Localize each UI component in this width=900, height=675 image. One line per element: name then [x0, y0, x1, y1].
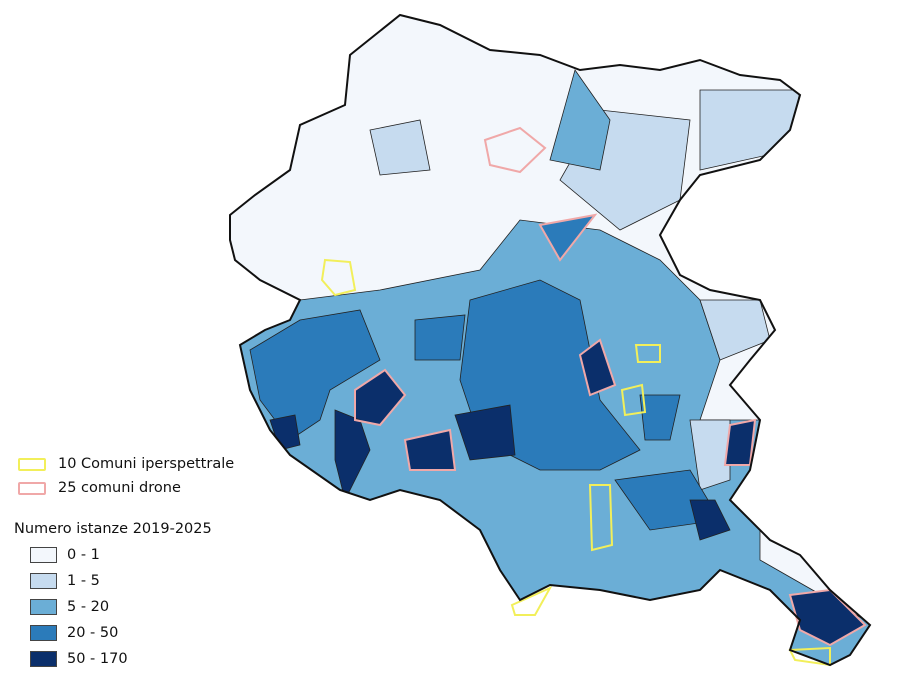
class-1-5-area — [699, 89, 801, 171]
legend-swatch — [18, 457, 46, 471]
legend: 10 Comuni iperspettrale 25 comuni drone … — [14, 452, 234, 672]
legend-label: 25 comuni drone — [58, 480, 181, 496]
class-20-50-area — [414, 314, 466, 361]
drone-comune — [538, 213, 598, 262]
legend-label: 0 - 1 — [67, 547, 100, 563]
legend-swatch — [30, 599, 57, 615]
drone-comune — [354, 368, 407, 427]
legend-swatch — [30, 651, 57, 667]
legend-swatch — [30, 573, 57, 589]
class-20-50-area — [249, 309, 381, 441]
legend-label: 1 - 5 — [67, 573, 100, 589]
legend-title: Numero istanze 2019-2025 — [14, 521, 212, 537]
legend-label: 5 - 20 — [67, 599, 110, 615]
legend-label: 10 Comuni iperspettrale — [58, 456, 235, 472]
legend-item-drone: 25 comuni drone — [14, 476, 234, 500]
legend-swatch — [18, 481, 46, 495]
class-20-50-area — [639, 394, 681, 441]
class-50-170-area — [269, 414, 301, 451]
iperspettrale-comune — [634, 344, 661, 363]
legend-class-item: 5 - 20 — [30, 594, 234, 620]
legend-class-item: 0 - 1 — [30, 542, 234, 568]
class-1-5-area — [369, 119, 431, 176]
legend-label: 20 - 50 — [67, 625, 119, 641]
iperspettrale-comune — [510, 585, 553, 616]
legend-class-item: 1 - 5 — [30, 568, 234, 594]
class-1-5-area — [689, 419, 731, 491]
iperspettrale-comune — [320, 258, 357, 297]
drone-comune — [483, 126, 547, 174]
legend-label: 50 - 170 — [67, 651, 128, 667]
class-50-170-area — [689, 499, 731, 541]
iperspettrale-comune — [620, 383, 647, 417]
legend-item-iperspettrale: 10 Comuni iperspettrale — [14, 452, 234, 476]
iperspettrale-comune — [588, 484, 614, 552]
class-50-170-area — [454, 404, 516, 461]
drone-comune — [578, 338, 617, 397]
legend-class-item: 50 - 170 — [30, 646, 234, 672]
class-5-20-area — [549, 69, 611, 171]
legend-swatch — [30, 625, 57, 641]
drone-comune — [403, 428, 457, 471]
legend-class-item: 20 - 50 — [30, 620, 234, 646]
legend-swatch — [30, 547, 57, 563]
